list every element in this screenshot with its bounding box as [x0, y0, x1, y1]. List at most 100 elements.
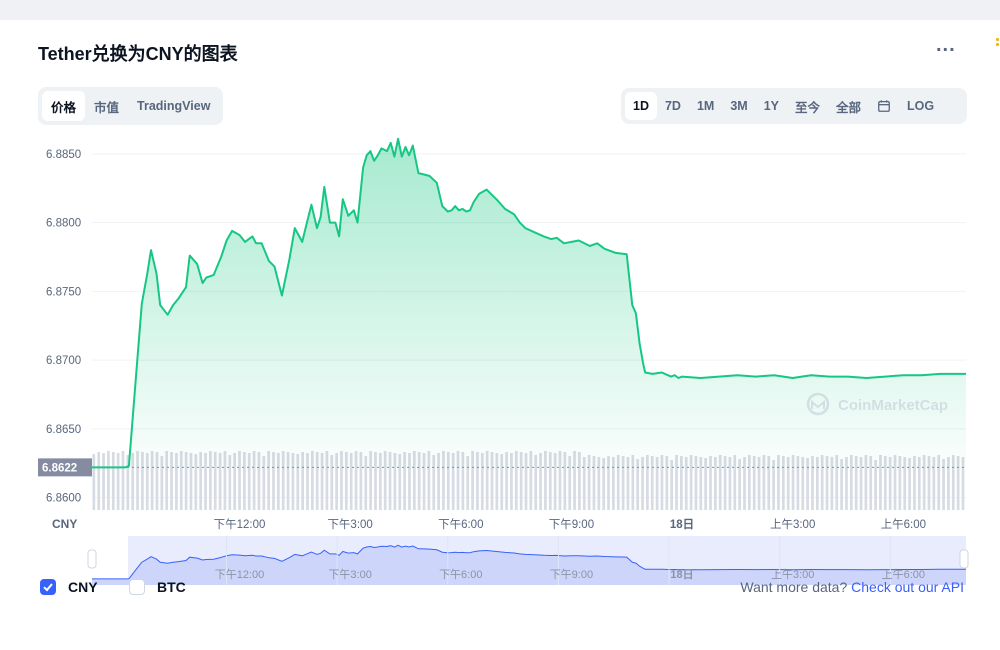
- volume-bar: [476, 452, 479, 510]
- volume-bar: [364, 456, 368, 510]
- volume-bar: [845, 457, 848, 510]
- volume-bar: [403, 452, 406, 510]
- volume-bar: [247, 453, 251, 510]
- volume-bar: [432, 455, 436, 510]
- range-all[interactable]: 全部: [836, 100, 862, 115]
- volume-bar: [791, 455, 795, 510]
- volume-bar: [699, 457, 703, 510]
- volume-bar: [917, 457, 921, 510]
- volume-bar: [267, 451, 270, 510]
- volume-bar: [636, 459, 640, 510]
- volume-bar: [262, 456, 266, 510]
- range-1y[interactable]: 1Y: [763, 99, 780, 113]
- volume-bar: [913, 456, 916, 510]
- range-1d[interactable]: 1D: [625, 92, 657, 120]
- volume-bar: [534, 455, 538, 510]
- volume-bar: [427, 451, 431, 510]
- volume-bar: [383, 451, 387, 510]
- navigator-grid: [226, 536, 891, 585]
- volume-bar: [927, 456, 931, 510]
- volume-bar: [607, 456, 610, 510]
- x-tick-label: 下午6:00: [438, 518, 483, 531]
- tab-price[interactable]: 价格: [42, 91, 86, 121]
- volume-bar: [811, 456, 814, 510]
- volume-bar: [859, 457, 863, 510]
- view-tabs: 价格 市值 TradingView: [38, 87, 224, 125]
- y-tick-label: 6.8700: [46, 355, 81, 367]
- volume-bar: [354, 451, 358, 510]
- x-tick-label: 下午9:00: [549, 518, 594, 531]
- watermark-logo: CoinMarketCap: [806, 392, 948, 416]
- volume-bar: [179, 451, 183, 510]
- volume-bar: [121, 451, 125, 510]
- volume-bar: [660, 455, 664, 510]
- volume-bar: [378, 453, 382, 510]
- log-scale-toggle[interactable]: LOG: [907, 99, 935, 113]
- volume-bar: [131, 453, 135, 510]
- volume-bar: [126, 455, 130, 510]
- volume-bars: [92, 451, 965, 510]
- more-options-button[interactable]: ...: [936, 34, 956, 56]
- navigator-area: [92, 545, 966, 585]
- volume-bar: [116, 453, 120, 510]
- volume-bar: [961, 457, 965, 510]
- price-chart[interactable]: 6.8850 6.8800 6.8750 6.8700 6.8650 6.8600 6.8…: [0, 0, 1000, 600]
- volume-bar: [524, 453, 528, 510]
- volume-bar: [519, 452, 523, 510]
- volume-bar: [505, 452, 508, 510]
- volume-bar: [602, 458, 606, 510]
- volume-bar: [650, 456, 654, 510]
- volume-bar: [675, 455, 678, 510]
- navigator-left-handle[interactable]: [87, 549, 97, 569]
- volume-bar: [238, 451, 241, 510]
- range-ytd[interactable]: 至今: [795, 100, 821, 115]
- volume-bar: [243, 452, 246, 510]
- volume-bar: [684, 457, 688, 510]
- volume-bar: [480, 453, 484, 510]
- volume-bar: [272, 452, 275, 510]
- btc-toggle[interactable]: BTC: [129, 579, 186, 595]
- chart-title: Tether兑换为CNY的图表: [38, 44, 238, 64]
- volume-bar: [864, 455, 868, 510]
- range-1m[interactable]: 1M: [696, 99, 715, 113]
- range-7d[interactable]: 7D: [664, 99, 681, 113]
- volume-bar: [223, 451, 227, 510]
- volume-bar: [344, 452, 348, 510]
- btc-checkbox[interactable]: [129, 579, 145, 595]
- volume-bar: [835, 455, 839, 510]
- navigator-tick-label: 上午6:00: [882, 568, 925, 581]
- volume-bar: [340, 451, 343, 510]
- volume-bar: [621, 456, 625, 510]
- range-3m[interactable]: 3M: [730, 99, 748, 113]
- calendar-icon[interactable]: [869, 92, 899, 120]
- volume-bar: [582, 457, 586, 510]
- volume-bar: [461, 452, 465, 510]
- volume-bar: [748, 455, 751, 510]
- tab-market-cap[interactable]: 市值: [94, 100, 120, 115]
- navigator-tick-label: 下午3:00: [328, 568, 371, 581]
- volume-bar: [160, 456, 164, 510]
- volume-bar: [417, 452, 421, 510]
- tab-tradingview[interactable]: TradingView: [137, 99, 211, 113]
- y-tick-label: 6.8850: [46, 149, 81, 161]
- volume-bar: [631, 455, 635, 510]
- cny-checkbox[interactable]: [40, 579, 56, 595]
- btc-label: BTC: [157, 579, 186, 595]
- volume-bar: [947, 457, 950, 510]
- volume-bar: [709, 456, 712, 510]
- navigator-ticks: 下午12:00 下午3:00 下午6:00 下午9:00 18日 上午3:00 上午6:00: [215, 568, 925, 581]
- volume-bar: [733, 455, 737, 510]
- cny-toggle[interactable]: CNY: [40, 579, 98, 595]
- api-link[interactable]: Check out our API: [851, 579, 964, 595]
- volume-bar: [723, 456, 727, 510]
- volume-bar: [451, 453, 455, 510]
- volume-bar: [335, 453, 338, 510]
- volume-bar: [942, 459, 945, 510]
- volume-bar: [442, 451, 445, 510]
- navigator-right-handle[interactable]: [959, 549, 969, 569]
- volume-bar: [296, 454, 300, 510]
- range-navigator[interactable]: 下午12:00 下午3:00 下午6:00 下午9:00 18日 上午3:00 上午6:00: [87, 536, 969, 585]
- volume-bar: [874, 460, 877, 510]
- volume-bar: [796, 456, 800, 510]
- currency-axis-label: CNY: [52, 517, 77, 531]
